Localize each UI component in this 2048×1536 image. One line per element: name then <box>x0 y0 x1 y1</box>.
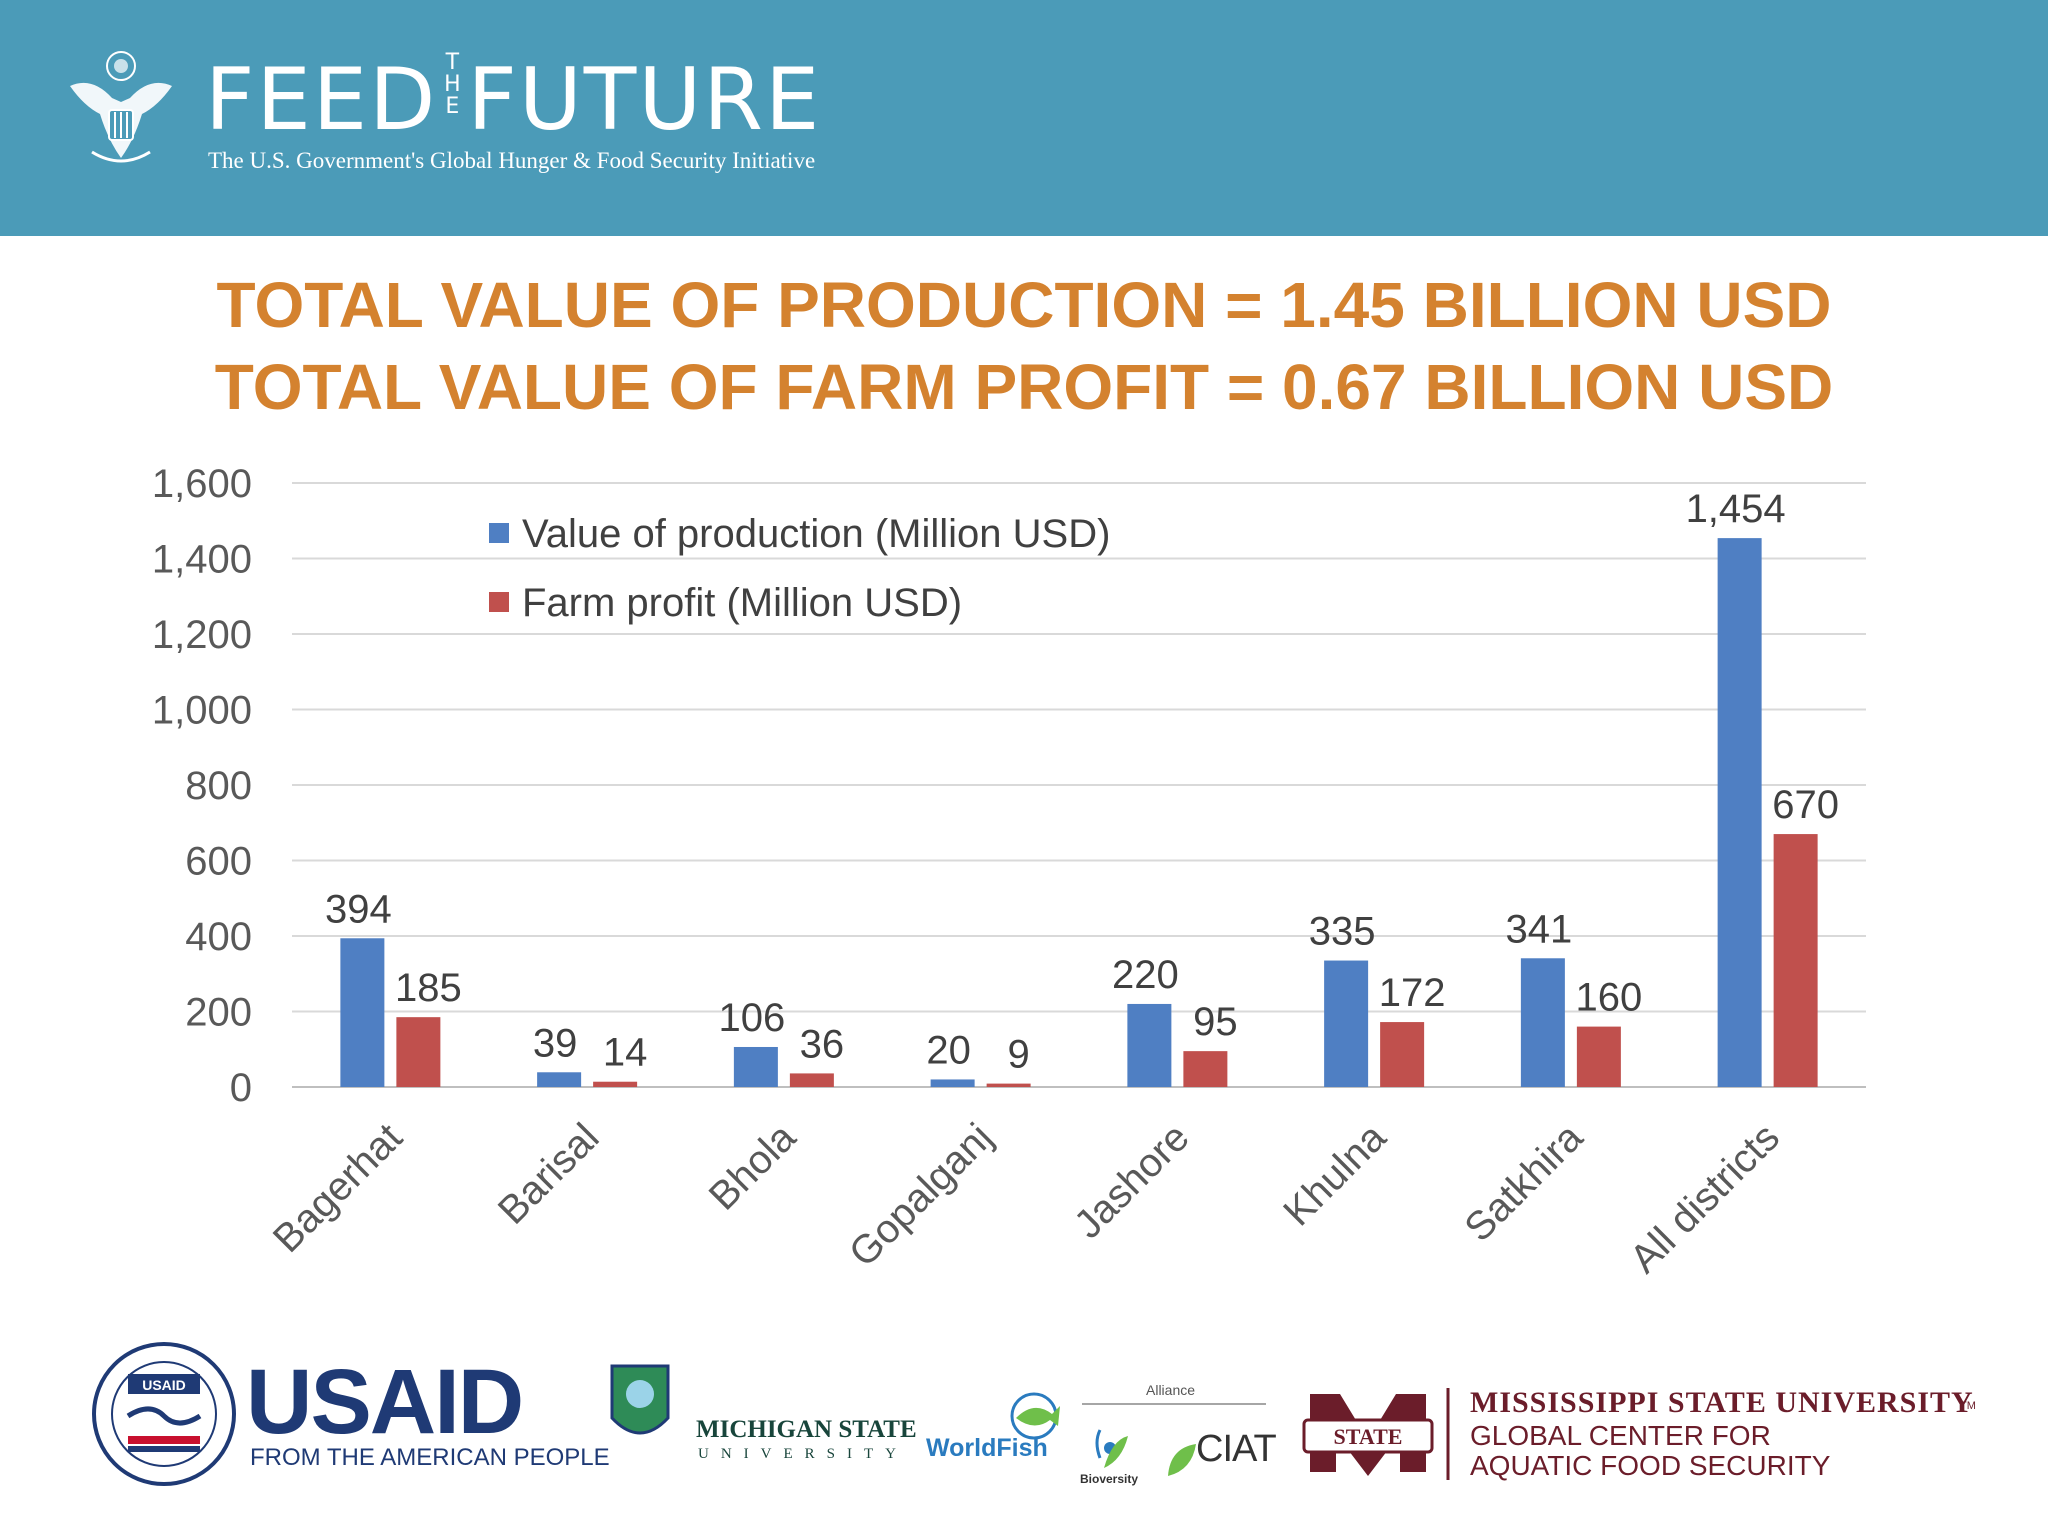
data-label-production: 341 <box>1506 907 1573 951</box>
data-label-production: 1,454 <box>1686 487 1786 531</box>
data-label-profit: 670 <box>1772 783 1839 827</box>
bar-production <box>340 938 385 1087</box>
partner-logo-graphics: USAID <box>92 1342 1450 1486</box>
eagle-seal-icon <box>70 51 172 163</box>
legend: Value of production (Million USD) Farm p… <box>489 512 1110 625</box>
y-tick-label: 0 <box>230 1066 252 1110</box>
y-tick-label: 400 <box>185 915 252 959</box>
bars <box>340 538 1818 1087</box>
x-tick-label: Barisal <box>490 1115 608 1233</box>
gridlines <box>292 482 1866 1088</box>
data-label-production: 20 <box>926 1028 971 1072</box>
bar-profit <box>986 1083 1031 1087</box>
y-axis-ticks: 0 200 400 600 800 1,000 1,200 1,400 1,600 <box>152 462 252 1110</box>
msstate-badge-icon <box>1302 1394 1434 1476</box>
legend-label-profit: Farm profit (Million USD) <box>522 581 962 625</box>
msu-line1: MICHIGAN STATE <box>696 1416 917 1443</box>
bar-production <box>537 1072 582 1087</box>
legend-swatch-production <box>489 523 509 543</box>
headline-profit: TOTAL VALUE OF FARM PROFIT = 0.67 BILLIO… <box>214 351 1834 423</box>
ciat-wordmark: CIAT <box>1196 1428 1277 1470</box>
x-axis-ticks: Bagerhat Barisal Bhola Gopalganj Jashore Khul… <box>265 1115 1788 1282</box>
bar-profit <box>1183 1051 1228 1087</box>
x-tick-label: All districts <box>1622 1115 1788 1281</box>
y-tick-label: 200 <box>185 991 252 1035</box>
bar-production <box>1520 958 1565 1087</box>
legend-swatch-profit <box>489 592 509 612</box>
header-banner: FEED T H E FUTURE The U.S. Government's Glob… <box>0 0 2048 236</box>
msstate-line2: GLOBAL CENTER FOR <box>1470 1420 1771 1451</box>
data-label-production: 220 <box>1112 953 1179 997</box>
brand-tagline: The U.S. Government's Global Hunger & Fo… <box>208 148 816 173</box>
msstate-badge-label: STATE <box>1333 1424 1403 1449</box>
msstate-line1: MISSISSIPPI STATE UNIVERSITY <box>1470 1386 1974 1419</box>
y-tick-label: 1,200 <box>152 613 252 657</box>
brand-the-h: H <box>444 72 461 97</box>
alliance-label: Alliance <box>1146 1382 1196 1398</box>
brand-the-e: E <box>445 94 460 119</box>
usaid-wordmark: USAID <box>246 1351 524 1453</box>
data-label-production: 394 <box>325 887 392 931</box>
x-tick-label: Gopalganj <box>841 1115 1001 1275</box>
legend-label-production: Value of production (Million USD) <box>522 512 1110 556</box>
y-tick-label: 1,600 <box>152 462 252 506</box>
bar-production <box>1717 538 1762 1087</box>
x-tick-label: Satkhira <box>1456 1115 1591 1250</box>
fisheries-emblem-icon <box>610 1364 670 1435</box>
bar-profit <box>396 1017 441 1087</box>
feed-the-future-logo: FEED T H E FUTURE <box>205 50 822 150</box>
bioversity-icon <box>1095 1429 1128 1468</box>
msu-line2: UNIVERSITY <box>698 1446 908 1462</box>
data-label-production: 106 <box>719 996 786 1040</box>
msstate-line3: AQUATIC FOOD SECURITY <box>1470 1450 1831 1481</box>
brand-feed: FEED <box>205 50 438 150</box>
partner-logos: USAID USAID FROM <box>0 1330 2048 1536</box>
usaid-seal-label: USAID <box>142 1377 186 1393</box>
bioversity-label: Bioversity <box>1080 1472 1139 1486</box>
msstate-trademark: TM <box>1960 1400 1976 1412</box>
usaid-tagline: FROM THE AMERICAN PEOPLE <box>250 1444 610 1471</box>
y-tick-label: 1,000 <box>152 689 252 733</box>
bar-profit <box>1380 1022 1425 1087</box>
data-label-profit: 9 <box>1008 1033 1030 1077</box>
y-tick-label: 600 <box>185 840 252 884</box>
worldfish-wordmark: WorldFish <box>926 1434 1048 1462</box>
data-label-profit: 185 <box>395 966 462 1010</box>
bar-production <box>1324 960 1369 1087</box>
brand-the-t: T <box>445 50 460 75</box>
x-tick-label: Bagerhat <box>265 1115 411 1261</box>
x-tick-label: Khulna <box>1275 1115 1395 1235</box>
y-tick-label: 1,400 <box>152 538 252 582</box>
worldfish-icon <box>1010 1392 1060 1440</box>
data-label-profit: 95 <box>1193 1000 1238 1044</box>
bar-profit <box>789 1073 834 1087</box>
bar-production <box>930 1079 975 1087</box>
bar-profit <box>1773 834 1818 1087</box>
data-label-profit: 36 <box>800 1022 845 1066</box>
bar-production <box>1127 1003 1172 1087</box>
y-tick-label: 800 <box>185 764 252 808</box>
bar-chart: 0 200 400 600 800 1,000 1,200 1,400 1,600 394185… <box>152 462 1866 1282</box>
usaid-seal-icon: USAID <box>92 1342 236 1486</box>
brand-future: FUTURE <box>467 50 822 150</box>
data-label-profit: 14 <box>603 1031 648 1075</box>
bar-production <box>733 1046 778 1087</box>
x-tick-label: Bhola <box>701 1115 805 1219</box>
data-label-production: 39 <box>533 1021 578 1065</box>
data-label-production: 335 <box>1309 910 1376 954</box>
bar-profit <box>593 1081 638 1087</box>
ciat-leaf-icon <box>1168 1444 1196 1476</box>
bar-profit <box>1576 1026 1621 1087</box>
x-tick-label: Jashore <box>1066 1115 1198 1247</box>
data-label-profit: 160 <box>1576 976 1643 1020</box>
data-label-profit: 172 <box>1379 971 1446 1015</box>
headline-production: TOTAL VALUE OF PRODUCTION = 1.45 BILLION… <box>216 269 1832 341</box>
